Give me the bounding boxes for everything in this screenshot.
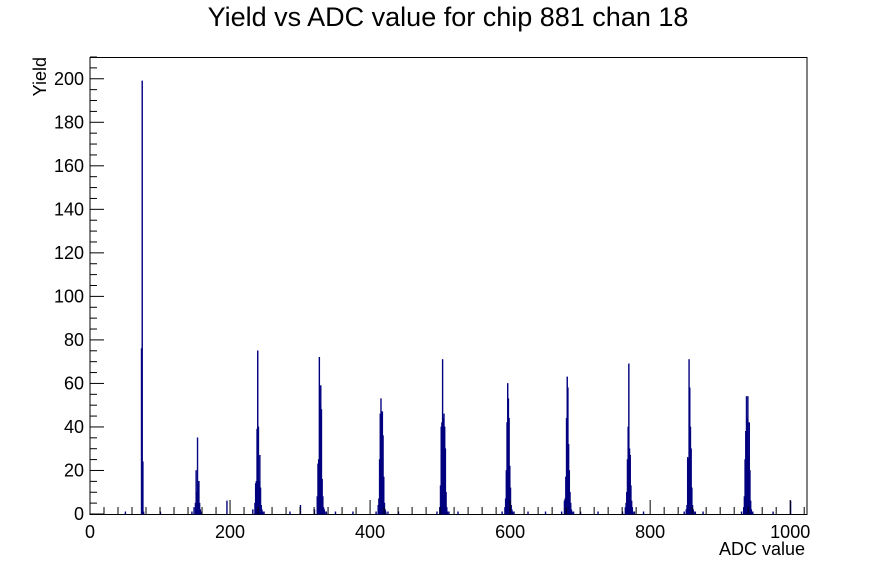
histogram-bar	[375, 511, 377, 515]
histogram-bar	[448, 511, 450, 515]
histogram-bar	[259, 487, 262, 515]
y-tick-label: 180	[54, 112, 84, 132]
x-axis-ticks: 0 200 400 600 800 1000	[85, 500, 810, 542]
histogram-bar	[141, 80, 143, 515]
y-tick-label: 140	[54, 199, 84, 219]
histogram-bar	[511, 511, 514, 515]
histogram-bar	[252, 509, 254, 515]
histogram-bar	[382, 435, 384, 515]
histogram-bar	[748, 422, 750, 515]
x-tick-label: 1000	[770, 522, 810, 542]
histogram-bars	[124, 80, 792, 515]
y-tick-label: 200	[54, 69, 84, 89]
histogram-bar	[320, 409, 323, 515]
histogram-bar	[749, 470, 751, 515]
x-axis-title: ADC value	[719, 539, 805, 559]
histogram-bar	[628, 363, 630, 515]
chart-title: Yield vs ADC value for chip 881 chan 18	[207, 2, 689, 32]
y-axis-title: Yield	[30, 57, 50, 96]
histogram-bar	[750, 509, 753, 515]
y-tick-label: 60	[64, 373, 84, 393]
x-tick-label: 400	[355, 522, 385, 542]
histogram-bar	[334, 511, 337, 515]
histogram-bar	[457, 511, 459, 515]
histogram-bar	[385, 511, 387, 515]
histogram-bar	[693, 511, 695, 515]
histogram-bar	[633, 511, 636, 515]
y-tick-label: 120	[54, 243, 84, 263]
y-axis-ticks: 0 20 40 60 80 100 120 140 160 180 200	[54, 56, 104, 524]
x-tick-label: 200	[215, 522, 245, 542]
histogram-bar	[694, 511, 697, 515]
histogram-bar	[572, 511, 575, 515]
histogram-bar	[629, 454, 631, 515]
y-tick-label: 0	[74, 504, 84, 524]
histogram-bar	[597, 511, 599, 515]
y-tick-label: 160	[54, 156, 84, 176]
histogram-bar	[527, 511, 529, 515]
histogram-bar	[289, 511, 291, 515]
x-tick-label: 800	[635, 522, 665, 542]
histogram-bar	[752, 511, 754, 515]
histogram-bar	[387, 511, 389, 515]
y-tick-label: 100	[54, 286, 84, 306]
x-tick-label: 600	[495, 522, 525, 542]
histogram-bar	[261, 511, 264, 515]
histogram-bar	[630, 485, 632, 515]
histogram-bar	[702, 511, 704, 515]
histogram-bar	[501, 511, 503, 515]
histogram-bar	[142, 461, 144, 515]
histogram-bar	[513, 511, 515, 515]
histogram-bar	[740, 511, 743, 515]
histogram-bar	[446, 511, 449, 515]
histogram-bar	[352, 511, 354, 515]
histogram-bar	[322, 496, 324, 515]
histogram-bar	[436, 511, 438, 515]
histogram-bar	[632, 511, 634, 515]
histogram-bar	[560, 511, 563, 515]
histogram-bar	[544, 511, 547, 515]
histogram-bar	[263, 511, 265, 515]
histogram-bar	[446, 507, 448, 515]
histogram-bar	[324, 511, 326, 515]
histogram-bar	[570, 502, 572, 515]
y-tick-label: 40	[64, 417, 84, 437]
histogram-bar	[226, 500, 228, 515]
histogram-bar	[325, 511, 328, 515]
histogram-bar	[631, 507, 634, 515]
histogram-bar	[124, 511, 127, 515]
histogram-bar	[200, 511, 202, 515]
histogram-bar	[193, 507, 195, 515]
histogram-bar	[444, 448, 447, 515]
histogram-bar	[772, 511, 774, 515]
histogram-bar	[571, 511, 573, 515]
histogram-bar	[142, 511, 145, 515]
histogram-bar	[683, 511, 685, 515]
x-tick-label: 0	[85, 522, 95, 542]
y-tick-label: 20	[64, 460, 84, 480]
histogram-bar	[191, 511, 193, 515]
histogram-bar	[642, 511, 645, 515]
y-tick-label: 80	[64, 330, 84, 350]
